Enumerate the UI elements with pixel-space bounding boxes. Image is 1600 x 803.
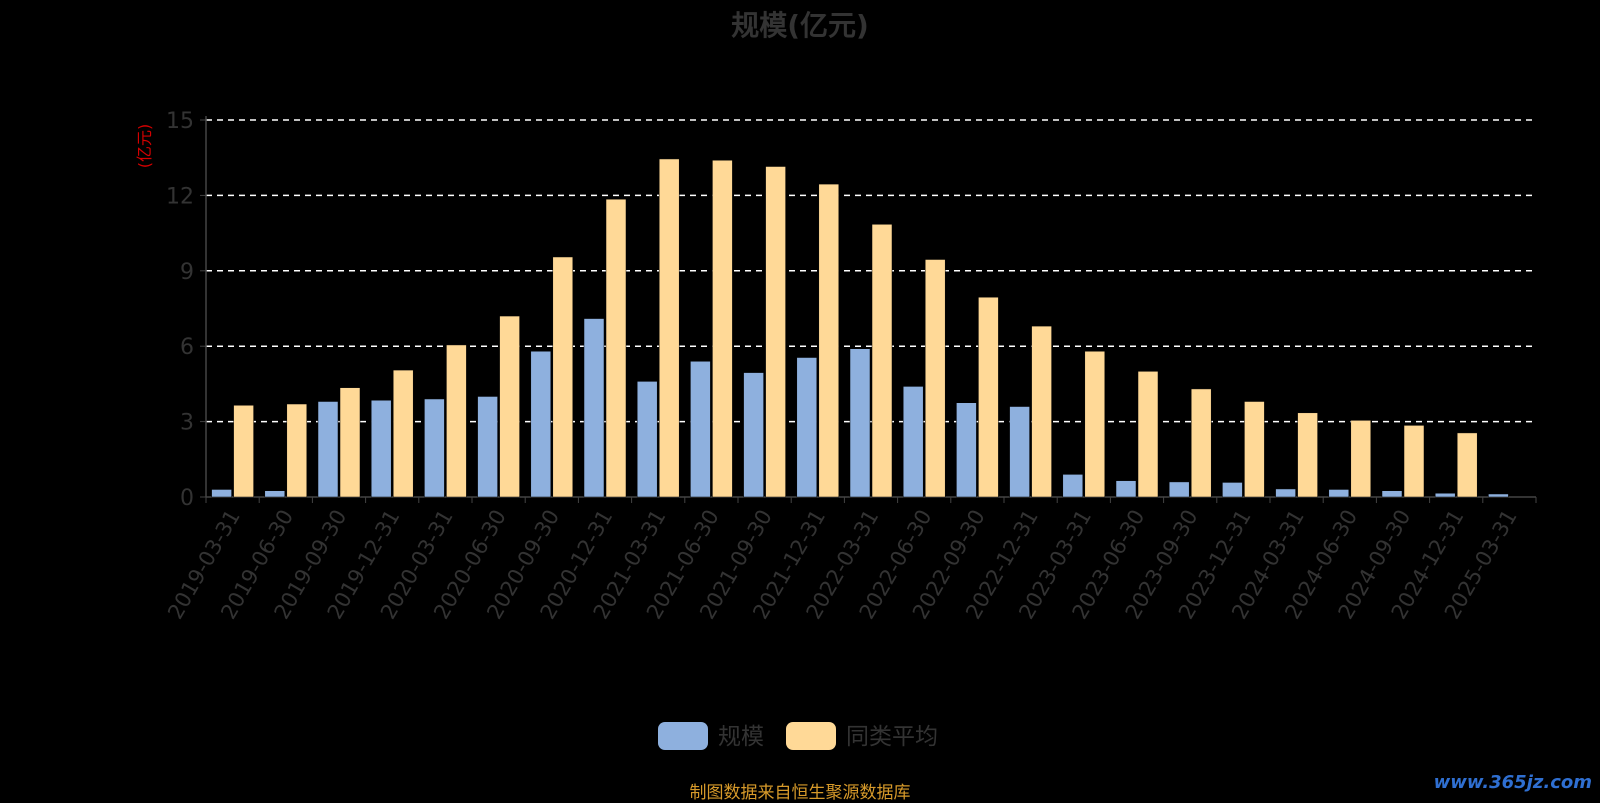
bar-peer-average bbox=[818, 183, 840, 498]
legend-label-peer-average: 同类平均 bbox=[846, 724, 938, 750]
bar-scale bbox=[849, 348, 871, 498]
bar-scale bbox=[743, 372, 764, 498]
legend-swatch-scale bbox=[658, 722, 708, 750]
bar-peer-average bbox=[1137, 371, 1159, 498]
bar-scale bbox=[1115, 480, 1137, 498]
legend: 规模 同类平均 bbox=[658, 722, 938, 750]
bar-peer-average bbox=[765, 166, 786, 498]
tick-labels: 036912152019-03-312019-06-302019-09-3020… bbox=[163, 109, 1522, 623]
bar-peer-average bbox=[233, 405, 254, 498]
bar-peer-average bbox=[1456, 432, 1478, 498]
source-note: 制图数据来自恒生聚源数据库 bbox=[689, 783, 911, 803]
bar-scale bbox=[1434, 492, 1456, 498]
bar-peer-average bbox=[499, 315, 520, 498]
bar-peer-average bbox=[1350, 420, 1372, 498]
bar-peer-average bbox=[339, 387, 361, 498]
bar-scale bbox=[636, 381, 658, 498]
bar-scale bbox=[1275, 488, 1296, 498]
bar-scale bbox=[424, 398, 445, 498]
bar-peer-average bbox=[978, 296, 999, 498]
bar-peer-average bbox=[1084, 350, 1106, 498]
bar-scale bbox=[1381, 490, 1403, 498]
y-axis-label: (亿元) bbox=[135, 124, 154, 169]
bar-peer-average bbox=[712, 159, 733, 498]
bar-peer-average bbox=[1031, 325, 1052, 498]
bar-peer-average bbox=[1190, 388, 1212, 498]
bar-scale bbox=[477, 396, 498, 498]
bar-peer-average bbox=[1403, 425, 1425, 498]
bar-scale bbox=[956, 402, 977, 498]
bars bbox=[211, 158, 1509, 498]
bar-scale bbox=[1062, 474, 1084, 498]
bar-scale bbox=[211, 489, 232, 498]
bar-scale bbox=[1222, 482, 1243, 498]
y-tick-label: 6 bbox=[180, 335, 194, 360]
bar-peer-average bbox=[446, 344, 467, 498]
bar-scale bbox=[796, 357, 818, 498]
chart-title: 规模(亿元) bbox=[731, 9, 869, 42]
bar-scale bbox=[370, 399, 392, 498]
y-tick-label: 12 bbox=[166, 184, 194, 209]
bar-scale bbox=[1009, 406, 1030, 498]
bar-peer-average bbox=[605, 198, 627, 498]
bar-peer-average bbox=[1244, 401, 1265, 498]
bar-scale bbox=[1168, 481, 1190, 498]
bar-peer-average bbox=[552, 256, 574, 498]
bar-scale bbox=[264, 490, 286, 498]
bar-scale bbox=[583, 318, 605, 498]
y-tick-label: 3 bbox=[180, 411, 194, 436]
y-tick-label: 0 bbox=[180, 486, 194, 511]
bar-scale bbox=[902, 386, 924, 498]
bar-scale bbox=[317, 401, 339, 498]
bar-scale bbox=[690, 361, 711, 498]
bar-peer-average bbox=[871, 224, 893, 498]
bar-peer-average bbox=[924, 259, 946, 498]
bar-scale bbox=[530, 350, 552, 498]
bar-peer-average bbox=[286, 403, 308, 498]
bar-peer-average bbox=[392, 369, 414, 498]
legend-swatch-peer-average bbox=[786, 722, 836, 750]
legend-label-scale: 规模 bbox=[718, 724, 764, 750]
bar-peer-average bbox=[658, 158, 680, 498]
bar-scale bbox=[1328, 489, 1350, 498]
y-tick-label: 9 bbox=[180, 260, 194, 285]
bar-scale bbox=[1488, 493, 1509, 498]
y-tick-label: 15 bbox=[166, 109, 194, 134]
watermark: www.365jz.com bbox=[1433, 772, 1592, 793]
bar-peer-average bbox=[1297, 412, 1318, 498]
